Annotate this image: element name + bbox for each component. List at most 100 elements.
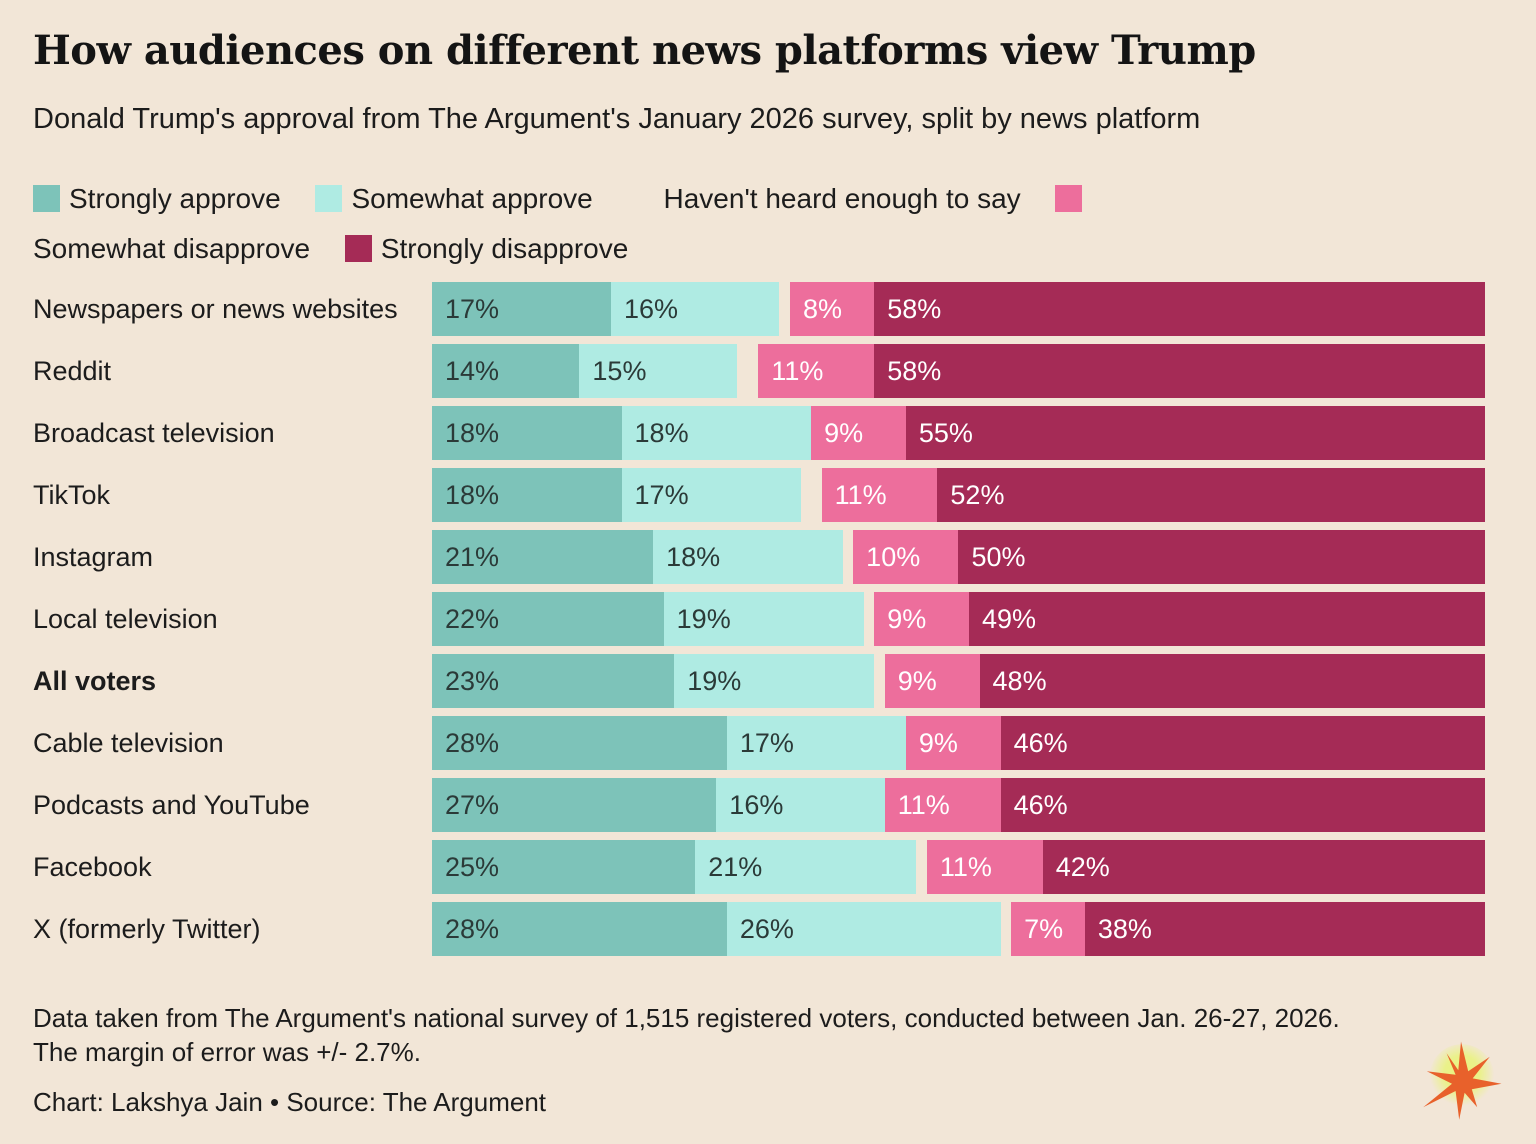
- chart-row: TikTok 18% 17% 11% 52%: [33, 468, 1485, 522]
- credit-line: Chart: Lakshya Jain • Source: The Argume…: [33, 1087, 547, 1117]
- segment-strongly-disapprove: 58%: [874, 344, 1485, 398]
- segment-strongly-disapprove: 38%: [1084, 902, 1485, 956]
- segment-somewhat-disapprove: 10%: [853, 530, 959, 584]
- segment-strongly-disapprove: 55%: [905, 406, 1485, 460]
- chart-row: Reddit 14% 15% 11% 58%: [33, 344, 1485, 398]
- segment-somewhat-approve: 17%: [726, 716, 906, 770]
- segment-strongly-approve: 28%: [432, 902, 727, 956]
- stacked-bar: 28% 26% 7% 38%: [432, 902, 1485, 956]
- row-label-local-television: Local television: [33, 603, 218, 634]
- chart-row: Local television 22% 19% 9% 49%: [33, 592, 1485, 646]
- segment-somewhat-disapprove: 9%: [874, 592, 969, 646]
- segment-somewhat-disapprove: 11%: [821, 468, 938, 522]
- row-label-cable-television: Cable television: [33, 727, 224, 758]
- stacked-bar: 21% 18% 10% 50%: [432, 530, 1485, 584]
- legend-entry-haven-t-heard-enough-to-say: Haven't heard enough to say: [627, 183, 1021, 214]
- haven-t-heard-enough-to-say-swatch-icon: [627, 185, 655, 212]
- segment-somewhat-disapprove: 11%: [758, 344, 875, 398]
- segment-somewhat-approve: 26%: [726, 902, 1001, 956]
- segment-strongly-disapprove: 52%: [937, 468, 1485, 522]
- stacked-bar: 27% 16% 11% 46%: [432, 778, 1485, 832]
- segment-somewhat-approve: 19%: [663, 592, 864, 646]
- segment-havent-heard-enough-to-say: [737, 344, 758, 398]
- legend-entry-strongly-disapprove: Strongly disapprove: [344, 233, 629, 264]
- segment-somewhat-disapprove: 9%: [905, 716, 1001, 770]
- chart-row: Instagram 21% 18% 10% 50%: [33, 530, 1485, 584]
- segment-havent-heard-enough-to-say: [916, 840, 927, 894]
- somewhat-approve-swatch-icon: [315, 185, 343, 212]
- row-label-newspapers-or-news-websites: Newspapers or news websites: [33, 293, 398, 324]
- segment-somewhat-approve: 15%: [579, 344, 738, 398]
- legend-label: Haven't heard enough to say: [663, 183, 1021, 214]
- segment-strongly-approve: 18%: [432, 468, 622, 522]
- segment-strongly-disapprove: 50%: [958, 530, 1485, 584]
- stacked-bar: 28% 17% 9% 46%: [432, 716, 1485, 770]
- segment-strongly-disapprove: 48%: [979, 654, 1485, 708]
- legend-entry-somewhat-approve: Somewhat approve: [315, 183, 593, 214]
- segment-havent-heard-enough-to-say: [1001, 902, 1012, 956]
- segment-somewhat-approve: 16%: [611, 282, 780, 336]
- footnote: Data taken from The Argument's national …: [33, 1003, 1340, 1067]
- segment-somewhat-approve: 21%: [695, 840, 917, 894]
- segment-strongly-approve: 23%: [432, 654, 675, 708]
- segment-strongly-approve: 17%: [432, 282, 611, 336]
- segment-somewhat-disapprove: 7%: [1011, 902, 1085, 956]
- stacked-bar: 25% 21% 11% 42%: [432, 840, 1485, 894]
- segment-strongly-approve: 27%: [432, 778, 717, 832]
- page-title: How audiences on different news platform…: [33, 27, 1256, 74]
- segment-strongly-approve: 28%: [432, 716, 727, 770]
- segment-strongly-approve: 25%: [432, 840, 696, 894]
- row-label-facebook: Facebook: [33, 851, 152, 882]
- segment-somewhat-approve: 17%: [621, 468, 801, 522]
- chart: Newspapers or news websites 17% 16% 8% 58% Re…: [33, 282, 1485, 956]
- segment-somewhat-approve: 18%: [621, 406, 812, 460]
- segment-strongly-disapprove: 58%: [874, 282, 1485, 336]
- page-subtitle: Donald Trump's approval from The Argumen…: [33, 103, 1201, 135]
- row-label-tiktok: TikTok: [33, 479, 111, 510]
- segment-strongly-approve: 22%: [432, 592, 664, 646]
- segment-strongly-approve: 18%: [432, 406, 622, 460]
- row-label-reddit: Reddit: [33, 355, 112, 386]
- legend-label: Strongly disapprove: [380, 233, 629, 264]
- chart-row: X (formerly Twitter) 28% 26% 7% 38%: [33, 902, 1485, 956]
- stacked-bar: 23% 19% 9% 48%: [432, 654, 1485, 708]
- chart-row: Podcasts and YouTube 27% 16% 11% 46%: [33, 778, 1485, 832]
- legend-entry-somewhat-disapprove: Somewhat disapprove: [33, 183, 1091, 264]
- legend-label: Somewhat disapprove: [33, 233, 311, 264]
- segment-havent-heard-enough-to-say: [874, 654, 885, 708]
- segment-havent-heard-enough-to-say: [843, 530, 854, 584]
- segment-havent-heard-enough-to-say: [864, 592, 875, 646]
- chart-row: All voters 23% 19% 9% 48%: [33, 654, 1485, 708]
- row-label-instagram: Instagram: [33, 541, 154, 572]
- row-label-podcasts-and-youtube: Podcasts and YouTube: [33, 789, 310, 820]
- segment-havent-heard-enough-to-say: [779, 282, 790, 336]
- row-label-broadcast-television: Broadcast television: [33, 417, 275, 448]
- segment-strongly-disapprove: 49%: [969, 592, 1485, 646]
- chart-row: Broadcast television 18% 18% 9% 55%: [33, 406, 1485, 460]
- segment-somewhat-disapprove: 9%: [811, 406, 906, 460]
- row-label-all-voters: All voters: [33, 665, 157, 696]
- segment-somewhat-approve: 18%: [653, 530, 843, 584]
- stacked-bar: 18% 17% 11% 52%: [432, 468, 1485, 522]
- segment-strongly-disapprove: 46%: [1000, 716, 1485, 770]
- segment-strongly-disapprove: 46%: [1000, 778, 1485, 832]
- segment-somewhat-disapprove: 9%: [884, 654, 980, 708]
- argument-starburst-logo-icon: [1423, 1041, 1502, 1120]
- segment-somewhat-disapprove: 11%: [884, 778, 1001, 832]
- stacked-bar: 17% 16% 8% 58%: [432, 282, 1485, 336]
- segment-somewhat-approve: 16%: [716, 778, 885, 832]
- segment-somewhat-disapprove: 8%: [789, 282, 875, 336]
- stacked-bar: 18% 18% 9% 55%: [432, 406, 1485, 460]
- segment-somewhat-disapprove: 11%: [926, 840, 1043, 894]
- legend-label: Somewhat approve: [351, 183, 593, 214]
- strongly-approve-swatch-icon: [33, 185, 60, 212]
- stacked-bar: 14% 15% 11% 58%: [432, 344, 1485, 398]
- legend-label: Strongly approve: [69, 183, 281, 214]
- strongly-disapprove-swatch-icon: [344, 235, 372, 262]
- legend-entry-strongly-approve: Strongly approve: [33, 183, 281, 214]
- row-label-x-formerly-twitter: X (formerly Twitter): [33, 913, 261, 944]
- segment-strongly-disapprove: 42%: [1042, 840, 1485, 894]
- stacked-bar: 22% 19% 9% 49%: [432, 592, 1485, 646]
- chart-row: Facebook 25% 21% 11% 42%: [33, 840, 1485, 894]
